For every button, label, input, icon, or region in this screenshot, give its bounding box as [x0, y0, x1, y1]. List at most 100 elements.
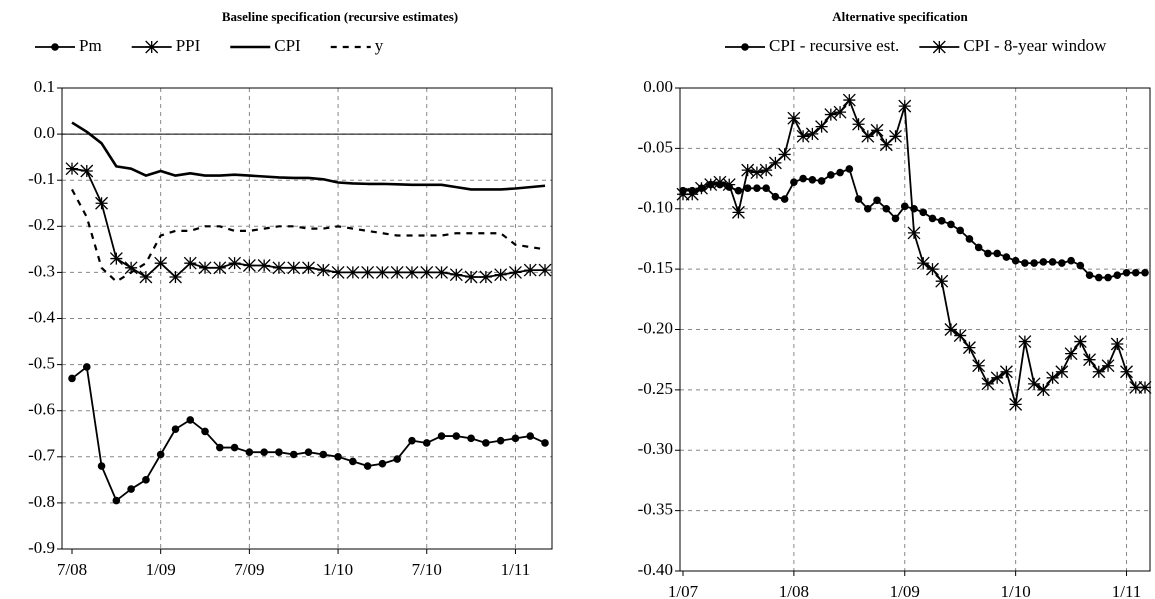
marker: [346, 265, 360, 279]
marker: [768, 156, 782, 170]
marker: [142, 476, 150, 484]
y-tick-label: -0.25: [638, 379, 673, 398]
marker: [947, 220, 955, 229]
marker: [935, 274, 949, 288]
x-tick-label: 1/09: [146, 560, 176, 579]
y-tick-label: 0.1: [34, 77, 55, 96]
marker: [842, 93, 856, 107]
marker: [956, 226, 964, 235]
x-tick-label: 1/10: [1001, 582, 1031, 599]
marker: [836, 168, 844, 177]
marker: [1055, 365, 1069, 379]
marker: [393, 455, 401, 463]
marker: [932, 40, 946, 54]
chart-title: Baseline specification (recursive estima…: [222, 9, 458, 24]
marker: [97, 462, 106, 470]
marker: [981, 377, 995, 391]
marker: [879, 138, 893, 152]
marker: [762, 184, 770, 193]
marker: [287, 261, 301, 275]
marker: [790, 178, 798, 186]
marker: [464, 270, 478, 284]
marker: [889, 129, 902, 143]
legend-label: Pm: [79, 36, 102, 55]
legend-label: PPI: [176, 36, 201, 55]
y-tick-label: -0.3: [28, 261, 55, 280]
marker: [1009, 397, 1023, 411]
marker: [349, 457, 357, 466]
marker: [437, 432, 446, 440]
marker: [452, 432, 461, 440]
marker: [1120, 365, 1133, 379]
marker: [408, 436, 416, 445]
marker: [759, 163, 773, 177]
marker: [891, 214, 900, 223]
marker: [508, 265, 522, 279]
y-tick-label: -0.30: [638, 439, 673, 458]
marker: [289, 450, 298, 459]
x-tick-label: 1/08: [779, 582, 809, 599]
x-tick-label: 1/09: [890, 582, 920, 599]
y-tick-label: -0.20: [638, 318, 673, 337]
marker: [1046, 371, 1060, 385]
marker: [815, 120, 829, 134]
marker: [479, 270, 493, 284]
marker: [1131, 268, 1140, 277]
legend-label: y: [375, 36, 384, 55]
marker: [965, 235, 974, 243]
marker: [919, 208, 928, 217]
marker: [304, 448, 313, 456]
marker: [198, 261, 212, 275]
marker: [139, 270, 153, 284]
marker: [916, 256, 930, 270]
x-tick-label: 7/10: [412, 560, 442, 579]
marker: [907, 226, 921, 240]
marker: [272, 261, 286, 275]
marker: [722, 178, 736, 192]
y-tick-label: -0.2: [28, 215, 55, 234]
marker: [375, 265, 389, 279]
marker: [169, 270, 182, 284]
marker: [482, 439, 490, 447]
marker: [257, 259, 271, 272]
marker: [1021, 259, 1029, 267]
marker: [316, 263, 330, 277]
marker: [926, 262, 939, 276]
marker: [1039, 258, 1048, 266]
marker: [145, 40, 159, 54]
marker: [390, 265, 404, 279]
marker: [695, 181, 708, 195]
marker: [1002, 253, 1011, 261]
x-tick-label: 1/11: [501, 560, 531, 579]
legend-label: CPI: [274, 36, 301, 55]
marker: [449, 268, 463, 282]
marker: [331, 265, 345, 279]
marker: [171, 425, 180, 433]
series-line: [71, 167, 545, 278]
marker: [833, 105, 847, 119]
marker: [1030, 259, 1038, 267]
marker: [864, 204, 872, 213]
legend-label: CPI - 8-year window: [963, 36, 1107, 55]
marker: [1129, 381, 1143, 394]
marker: [156, 450, 165, 459]
marker: [1083, 353, 1097, 367]
marker: [984, 249, 992, 258]
marker: [1036, 383, 1050, 397]
marker: [1092, 365, 1106, 379]
marker: [676, 187, 690, 201]
marker: [873, 196, 881, 205]
y-tick-label: -0.15: [638, 258, 673, 277]
marker: [378, 459, 387, 468]
y-tick-label: -0.9: [28, 538, 55, 557]
chart-title: Alternative specification: [832, 9, 968, 24]
marker: [183, 256, 197, 270]
marker: [1076, 261, 1085, 270]
marker: [228, 256, 242, 270]
marker: [999, 365, 1013, 379]
y-tick-label: -0.4: [28, 307, 55, 326]
marker: [186, 416, 195, 424]
marker: [216, 443, 224, 452]
marker: [734, 186, 743, 195]
